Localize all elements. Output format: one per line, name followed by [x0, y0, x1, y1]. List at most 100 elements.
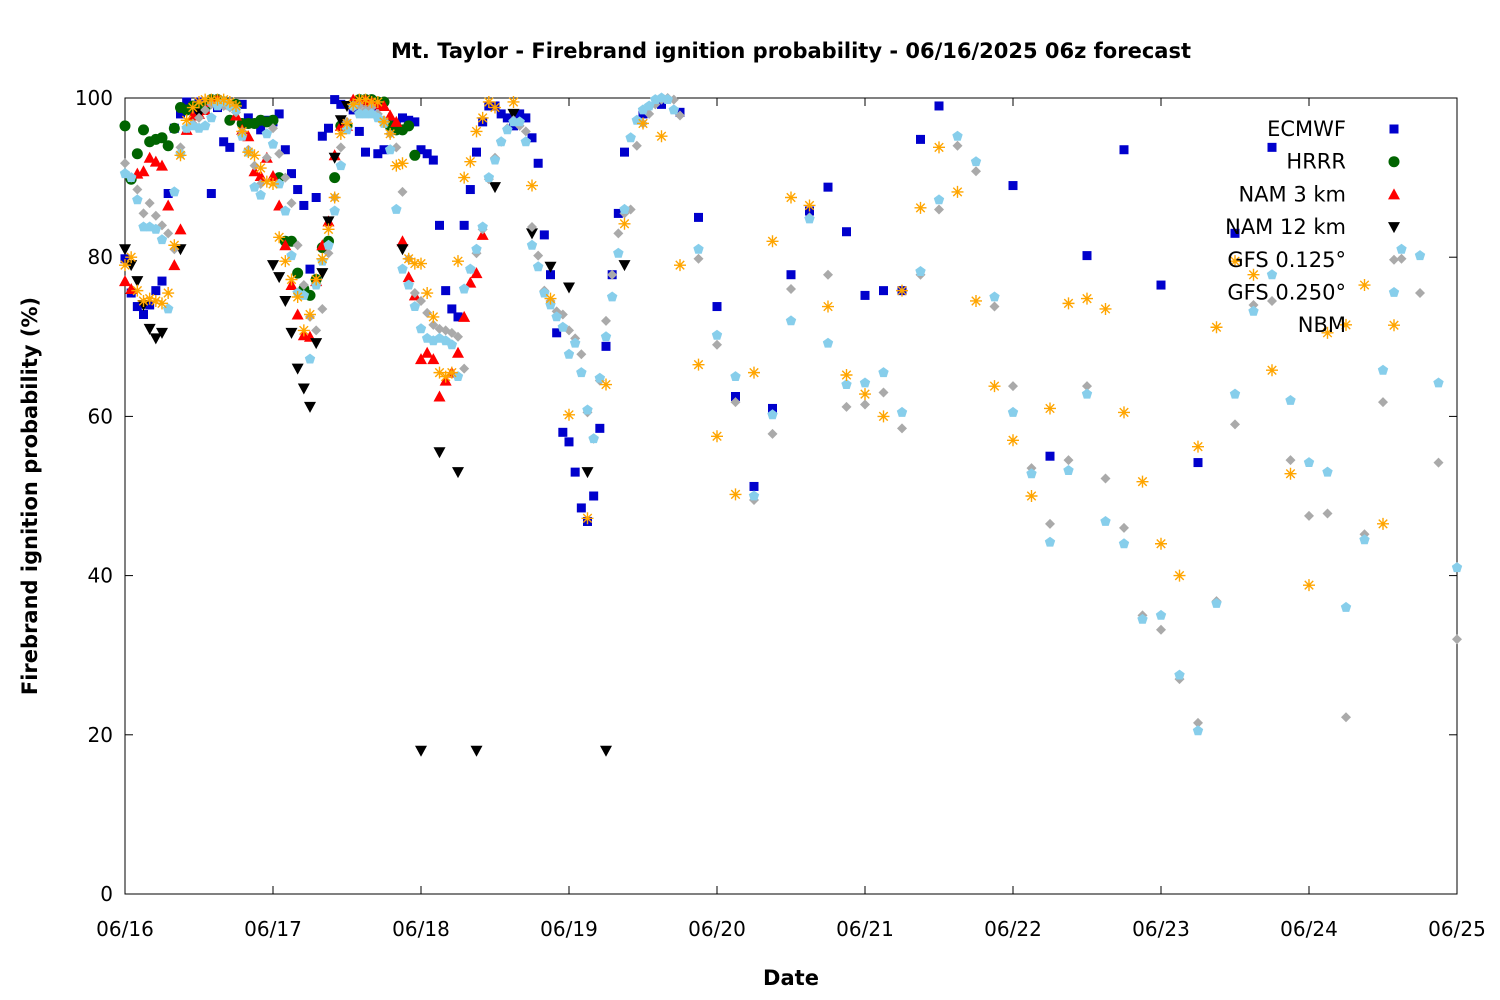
data-point [619, 203, 630, 214]
data-point [162, 303, 174, 314]
data-point [1433, 457, 1444, 468]
data-point [601, 341, 611, 351]
data-point [637, 117, 649, 130]
data-point [1063, 465, 1074, 475]
data-point [156, 159, 168, 171]
x-tick-label: 06/23 [1132, 917, 1190, 941]
data-point [618, 260, 631, 272]
data-point [544, 261, 557, 273]
data-point [1377, 364, 1389, 375]
data-point [119, 244, 131, 256]
data-point [803, 199, 816, 212]
data-point [1044, 536, 1056, 547]
data-point [335, 160, 347, 171]
data-point [447, 304, 457, 314]
data-point [353, 93, 366, 106]
data-point [878, 387, 889, 398]
data-point [156, 297, 168, 310]
data-point [914, 201, 927, 214]
data-point [692, 358, 705, 371]
data-point [631, 114, 643, 125]
legend-label: GFS 0.250° [1227, 281, 1346, 305]
data-point [137, 294, 150, 307]
data-point [563, 408, 575, 421]
data-point [267, 177, 279, 190]
data-point [223, 95, 236, 108]
data-point [1062, 297, 1075, 310]
data-point [199, 120, 211, 131]
data-point [144, 198, 155, 209]
data-point [766, 235, 779, 248]
data-point [507, 108, 520, 120]
data-point [291, 363, 304, 375]
data-point [1285, 395, 1296, 405]
data-point [267, 138, 279, 149]
data-point [421, 287, 434, 300]
data-point [402, 252, 415, 265]
data-point [143, 323, 156, 335]
data-point [1099, 302, 1112, 315]
data-point [217, 93, 230, 106]
data-point [595, 423, 605, 433]
data-point [1026, 468, 1037, 479]
data-point [1377, 517, 1389, 530]
data-point [169, 186, 180, 197]
data-point [470, 267, 483, 279]
data-point [1267, 295, 1277, 306]
data-point [1304, 510, 1314, 521]
data-point [526, 228, 538, 240]
data-point [570, 467, 580, 477]
legend-label: NBM [1298, 313, 1346, 337]
data-point [274, 109, 284, 119]
data-point [143, 292, 156, 305]
data-point [341, 117, 353, 130]
data-point [712, 302, 722, 312]
data-point [668, 104, 680, 115]
chart-title: Mt. Taylor - Firebrand ignition probabil… [391, 39, 1191, 63]
plot-area: 06/16 06/17 06/18 06/19 06/20 06/21 06/22 06/23… [75, 86, 1486, 941]
data-point [1119, 145, 1129, 155]
data-point [194, 112, 204, 123]
x-tick-label: 06/24 [1280, 917, 1338, 941]
data-point [860, 290, 870, 300]
x-axis-label: Date [763, 966, 819, 990]
data-point [330, 95, 340, 105]
data-point [767, 428, 778, 439]
data-point [242, 146, 255, 159]
data-point [520, 136, 532, 147]
data-point [1451, 562, 1463, 573]
data-point [1230, 228, 1240, 238]
data-point [1248, 299, 1259, 310]
data-point [694, 212, 703, 222]
data-point [359, 93, 372, 106]
data-point [206, 189, 216, 199]
data-point [711, 329, 723, 340]
data-point [625, 132, 636, 143]
y-tick-label: 60 [88, 404, 113, 428]
data-point [1321, 326, 1334, 339]
data-point [279, 239, 292, 251]
data-point [311, 325, 322, 336]
data-point [1396, 243, 1407, 254]
data-point [422, 307, 433, 318]
data-point [236, 125, 249, 138]
data-point [237, 99, 247, 109]
data-point [428, 319, 439, 330]
data-point [1192, 440, 1204, 453]
data-point [951, 185, 964, 198]
data-point [551, 311, 562, 322]
data-point [613, 228, 624, 239]
data-point [459, 363, 470, 374]
data-point [120, 254, 130, 264]
data-point [361, 147, 370, 157]
x-tick-label: 06/20 [688, 917, 746, 941]
data-point [396, 157, 409, 170]
data-point [297, 383, 310, 395]
data-point [1303, 457, 1315, 467]
data-point [225, 142, 235, 152]
data-point [200, 104, 211, 115]
data-point [1118, 406, 1130, 419]
data-point [465, 263, 476, 274]
data-point [402, 271, 415, 283]
